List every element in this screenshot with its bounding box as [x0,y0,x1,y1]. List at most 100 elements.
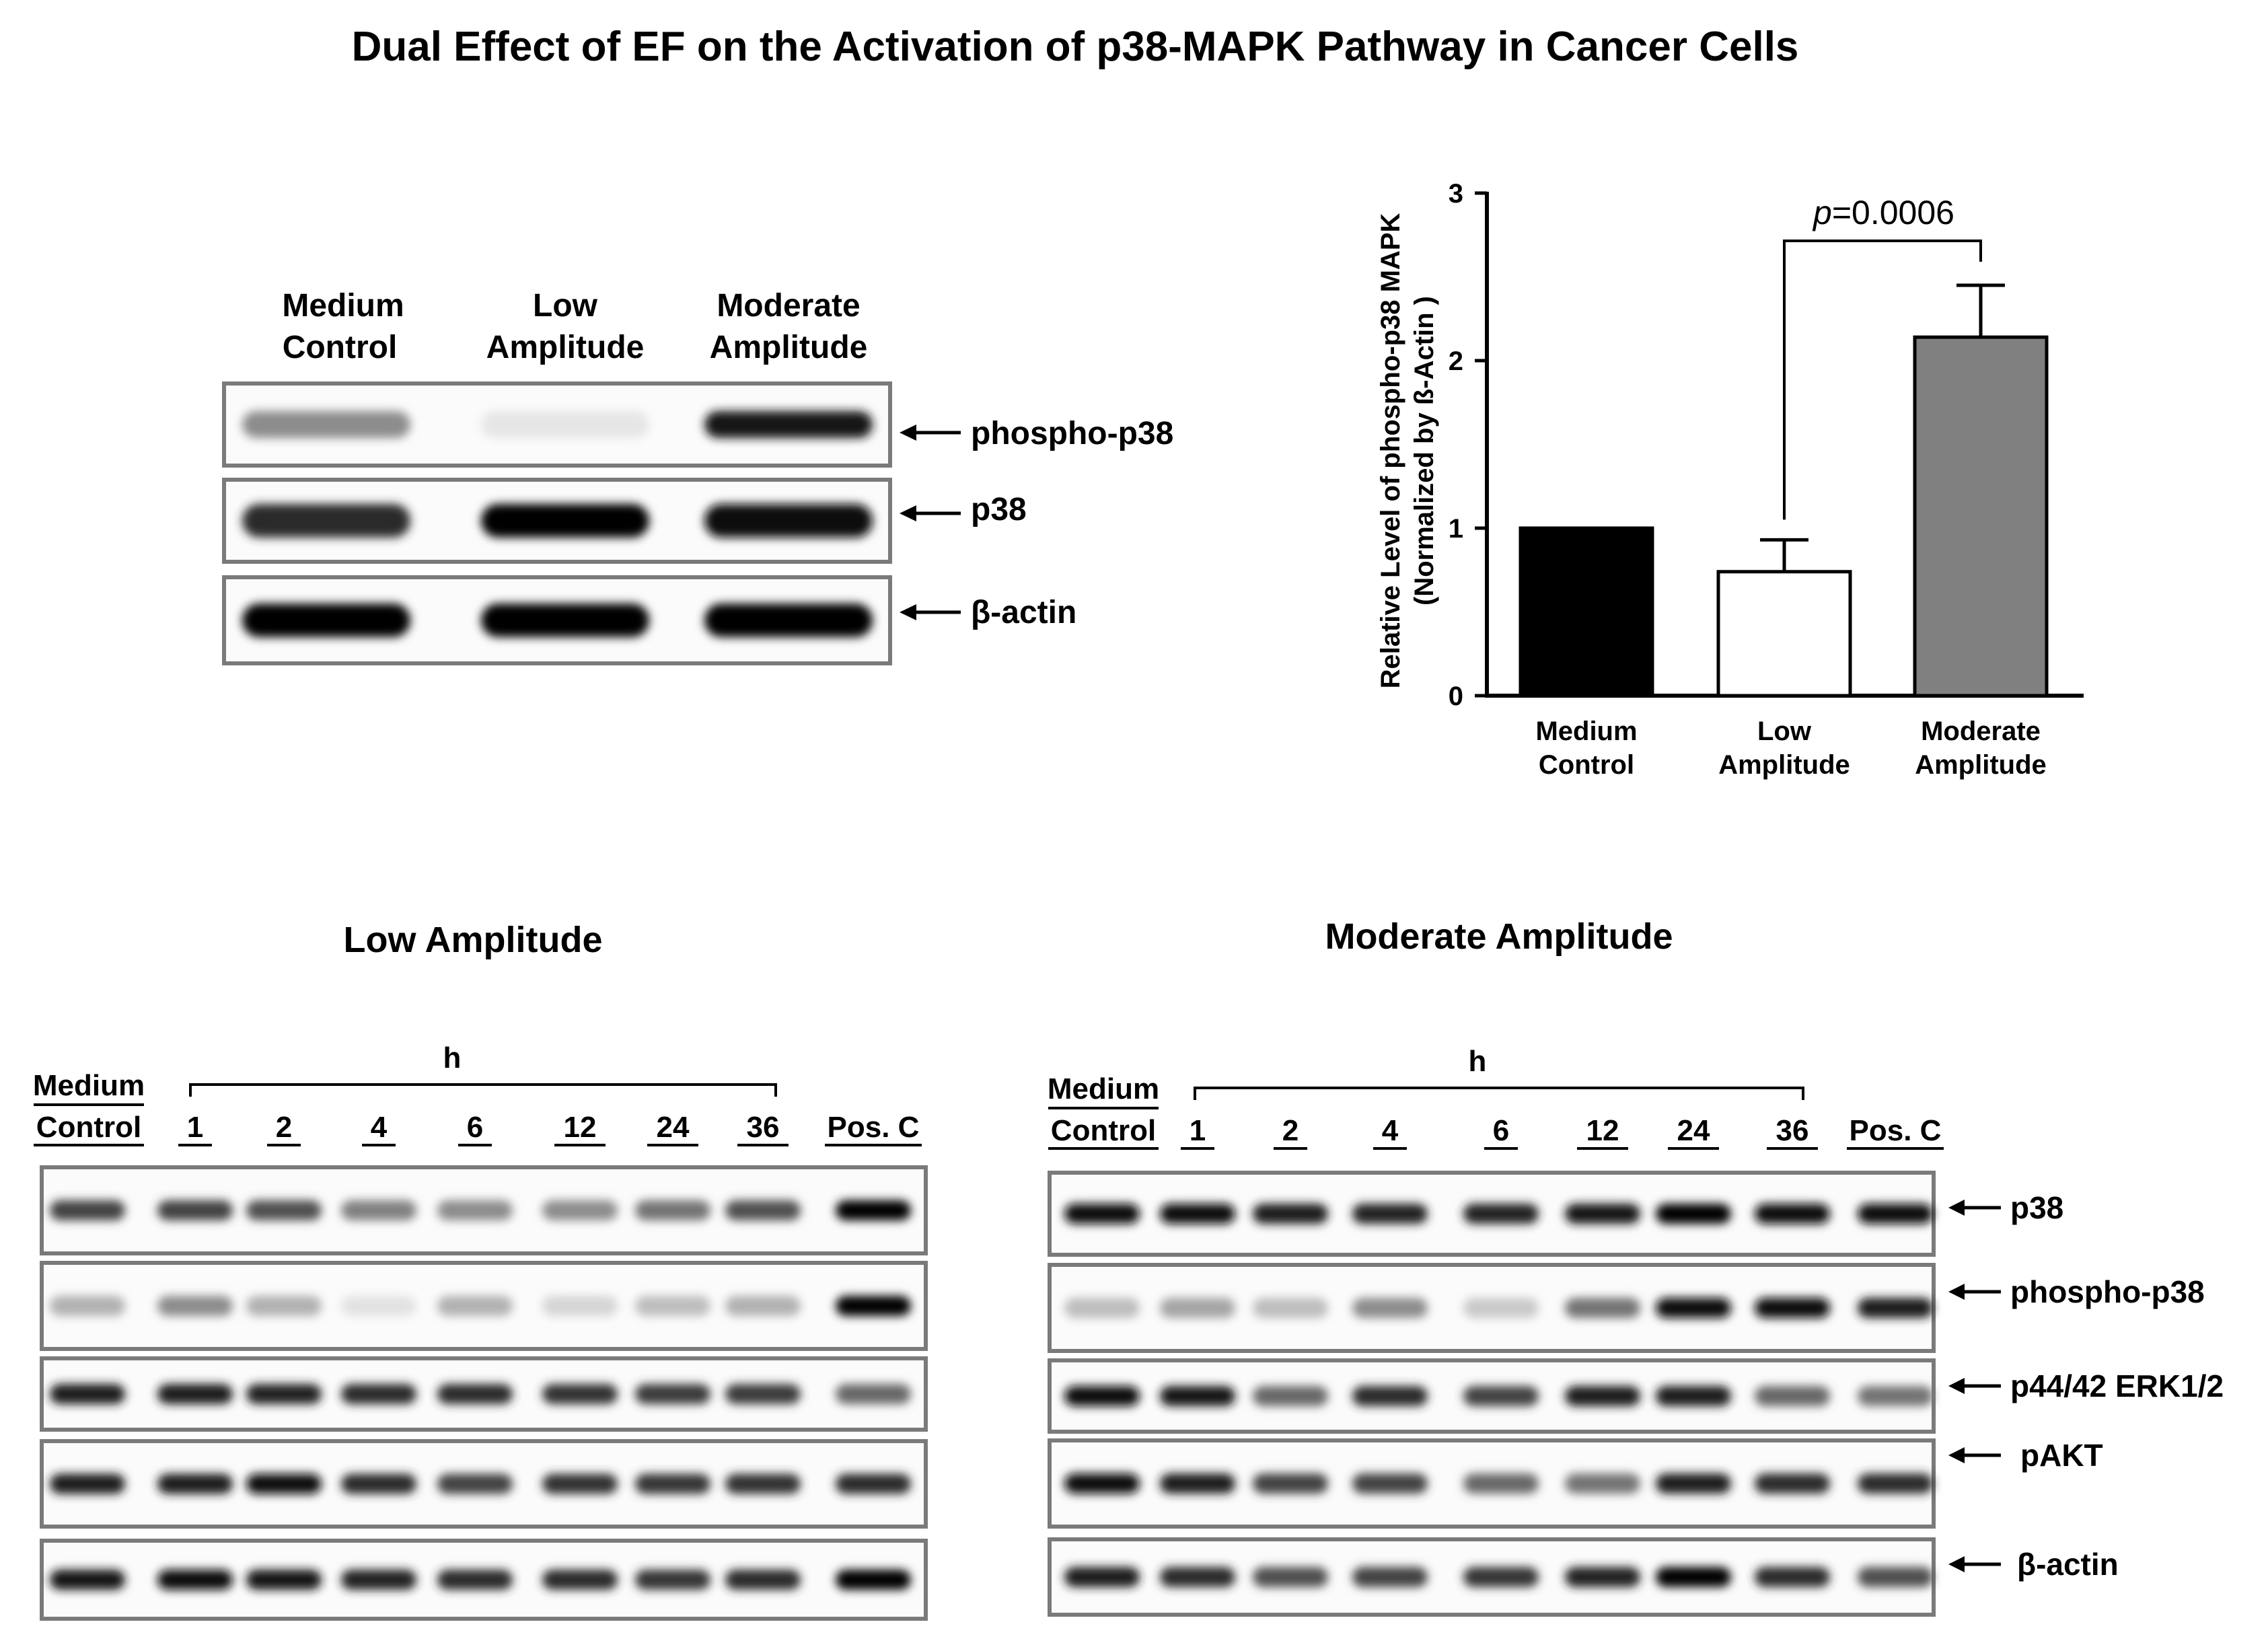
blot-band [341,1570,416,1590]
blot-band [635,1296,710,1316]
panel-a-lane-3-label-line1: Moderate [717,288,860,324]
time-point-label: 6 [1493,1114,1509,1147]
blot-band [50,1384,125,1404]
blot-band [1463,1204,1539,1224]
panel-a-lane-1-label-line2: Control [283,330,398,365]
panel-low-time-unit: h [443,1041,462,1074]
panel-moderate-time-unit: h [1469,1045,1487,1078]
panel-a-lane-2-label-line2: Amplitude [486,330,645,365]
panel-a-label-p38: p38 [900,492,1027,527]
arrow-head-icon [900,604,916,620]
panel-a-band [481,603,649,637]
blot-band [341,1384,416,1404]
arrow-head-icon [1948,1447,1965,1463]
blot-band [246,1473,322,1494]
blot-band [1463,1298,1539,1318]
arrow-head-icon [900,425,916,441]
panel-a-label-phospho-p38: phospho-p38 [900,416,1173,451]
blot-band [437,1296,513,1316]
panel-moderate-title: Moderate Amplitude [1325,916,1673,957]
panel-a-band [242,504,410,538]
blot-band [1463,1567,1539,1587]
time-point-label: 12 [1586,1114,1619,1147]
blot-band [635,1570,710,1590]
blot-band [1656,1473,1731,1494]
blot-band [1858,1204,1933,1224]
blot-band [542,1296,618,1316]
blot-band [1352,1204,1428,1224]
panel-a-band [704,603,873,637]
blot-band [1463,1473,1539,1494]
time-point-label: 1 [1190,1114,1206,1147]
panel-a-band [481,504,649,538]
control-label: Medium [1048,1072,1159,1105]
x-category-label: Amplitude [1718,750,1850,780]
time-point-label: 4 [371,1111,388,1144]
bar [1716,570,1852,698]
panel-moderate-amplitude: Moderate Amplitude h Medium Control 1 2 4 6 12… [1048,916,2224,1617]
blot-band [1352,1386,1428,1406]
panel-a-blot-beta-actin [222,575,892,665]
blot-band [635,1473,710,1494]
time-point-label: 36 [1776,1114,1809,1147]
blot-band [341,1200,416,1220]
blot-band [437,1570,513,1590]
blot-strip: p38 [1048,1171,2063,1257]
blot-band [836,1473,911,1494]
blot-band [341,1296,416,1316]
time-point-label: 6 [467,1111,483,1144]
time-point-label: 24 [1677,1114,1710,1147]
blot-band [1253,1386,1328,1406]
control-label: Control [1051,1114,1156,1147]
significance-bracket: p=0.0006 [1783,194,1982,520]
blot-band [725,1296,801,1316]
blot-band [50,1200,125,1220]
panel-a-lane-2-label-line1: Low [533,288,598,324]
blot-band [1858,1473,1933,1494]
blot-band [1160,1204,1235,1224]
blot-band [1755,1386,1830,1406]
control-label: Medium [33,1069,145,1102]
blot-band [1565,1204,1640,1224]
blot-band [157,1296,233,1316]
panel-a-blot-label: phospho-p38 [971,416,1173,451]
blot-strip [40,1539,928,1621]
panel-a-band [242,603,410,637]
blot-band [1463,1386,1539,1406]
blot-strip [40,1439,928,1529]
blot-band [836,1200,911,1220]
blot-band [50,1570,125,1590]
time-point-label: 2 [276,1111,292,1144]
blot-strip [40,1356,928,1432]
bar [1913,335,2049,698]
y-tick-label: 3 [1449,179,1463,209]
blot-band [1160,1298,1235,1318]
blot-band [1253,1204,1328,1224]
time-point-label: 1 [187,1111,203,1144]
positive-control-label: Pos. C [828,1111,920,1144]
x-category-label: Medium [1535,717,1637,746]
panel-a-blot-label: p38 [971,492,1027,527]
blot-strip: pAKT [1048,1438,2103,1529]
blot-band [836,1296,911,1316]
blot-band [1755,1473,1830,1494]
blot-band [1352,1567,1428,1587]
blot-band [157,1384,233,1404]
blot-band [1064,1473,1140,1494]
blot-strip: β-actin [1048,1537,2119,1617]
blot-band [157,1473,233,1494]
blot-band [50,1473,125,1494]
blot-band [246,1384,322,1404]
blot-band [542,1200,618,1220]
arrow-head-icon [1948,1556,1965,1572]
panel-a-lane-3-label-line2: Amplitude [710,330,868,365]
panel-a-blot-p38 [222,478,892,564]
blot-band [836,1384,911,1404]
blot-band [635,1384,710,1404]
blot-band [1565,1473,1640,1494]
panel-low-time-bracket [189,1083,777,1097]
blot-band [1656,1204,1731,1224]
blot-band [1160,1473,1235,1494]
